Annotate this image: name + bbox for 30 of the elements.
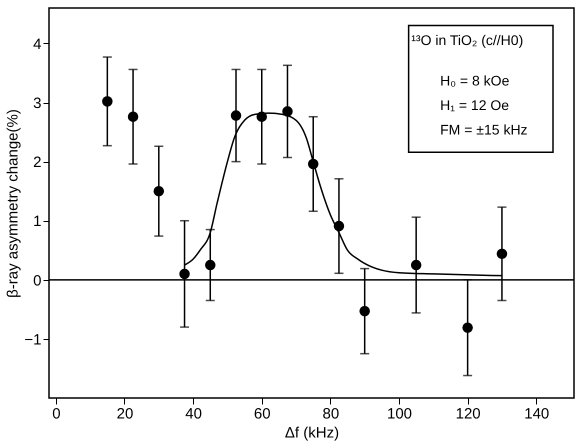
x-axis-title: Δf (kHz): [284, 424, 340, 442]
x-tick-label: 60: [254, 406, 271, 422]
x-tick-label: 120: [456, 406, 481, 422]
y-tick-label: 0: [33, 272, 42, 290]
annotation: H₁ = 12 Oe: [440, 96, 510, 113]
y-tick-label: 3: [33, 95, 42, 112]
point: [462, 322, 473, 333]
point: [102, 96, 113, 107]
y-tick-label: 2: [33, 154, 42, 172]
point: [359, 306, 370, 316]
point: [230, 110, 242, 121]
point: [496, 248, 508, 260]
y-tick-label: −1: [24, 331, 42, 348]
point: [128, 111, 138, 122]
y-axis-title: β-ray asymmetry change(%): [4, 109, 22, 298]
point: [179, 268, 190, 280]
point: [205, 260, 216, 270]
annotation: FM = ±15 kHz: [440, 121, 528, 138]
x-tick-label: 40: [185, 406, 202, 422]
y-tick-label: 1: [33, 213, 42, 230]
x-tick-label: 140: [524, 406, 550, 422]
x-tick-label: 0: [52, 406, 61, 422]
x-tick-label: 80: [322, 406, 340, 422]
annotation: ¹³O in TiO₂ (c//H0): [411, 32, 524, 48]
x-tick-label: 100: [386, 406, 412, 422]
annotation: H₀ = 8 kOe: [440, 72, 510, 88]
x-tick-label: 20: [116, 406, 134, 422]
point: [154, 186, 164, 196]
y-tick-label: 4: [33, 36, 42, 53]
point: [410, 260, 422, 270]
